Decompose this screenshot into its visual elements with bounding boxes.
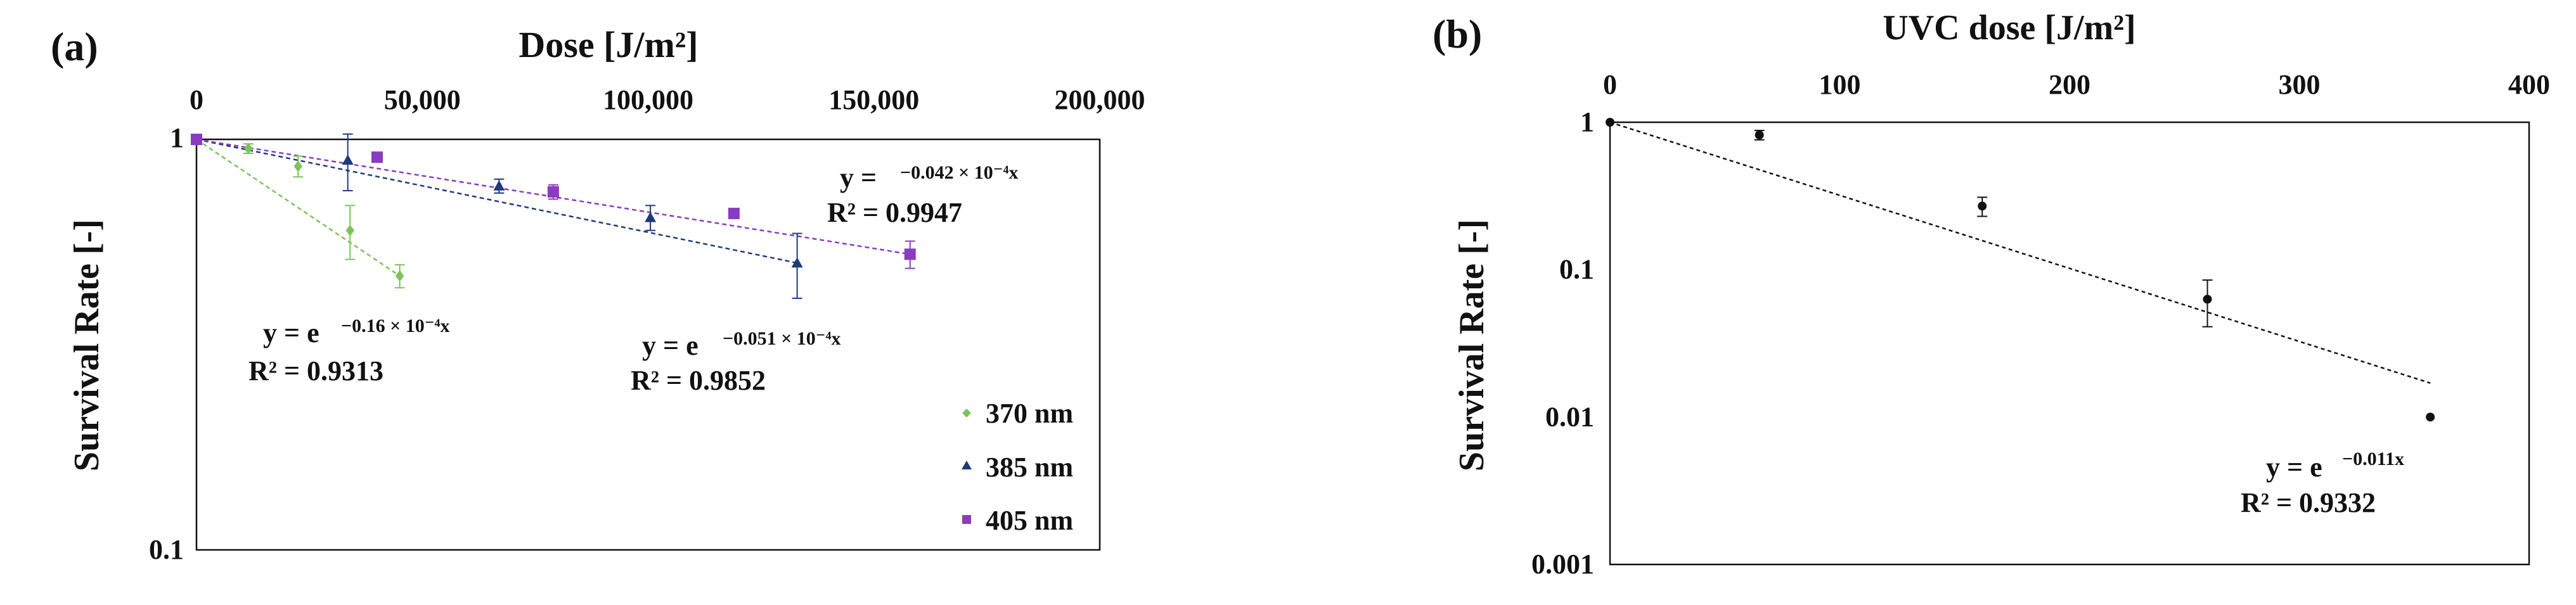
data-point-uvc-1 <box>1755 131 1764 140</box>
panel-b-xtick-label-300: 300 <box>2279 69 2321 100</box>
data-point-405nm-0 <box>191 134 202 145</box>
panel-a-y-axis-title: Survival Rate [-] <box>67 219 106 471</box>
annotation-385-r2: R² = 0.9852 <box>631 365 766 396</box>
annotation-405-r2: R² = 0.9947 <box>827 197 962 228</box>
panel-a-legend: 370 nm 385 nm 405 nm <box>962 398 1073 536</box>
legend-marker-405 <box>962 515 971 524</box>
panel-b-plot-area <box>1609 121 2530 566</box>
data-point-385nm-2 <box>493 180 505 191</box>
panel-a-xtick-label-150,000: 150,000 <box>828 84 919 115</box>
trendline-uvc <box>1609 121 2431 384</box>
legend-label-370: 370 nm <box>986 398 1073 429</box>
annotation-370-r2: R² = 0.9313 <box>248 355 383 386</box>
panel-a-xtick-label-100,000: 100,000 <box>603 84 693 115</box>
legend-item-370: 370 nm <box>962 398 1073 429</box>
panel-a-x-ticks: 0 50,000 100,000 150,000 200,000 <box>190 84 1145 115</box>
annotation-385-exponent: −0.051 × 10⁻⁴x <box>723 328 841 349</box>
panel-b-xtick-label-100: 100 <box>1819 69 1861 100</box>
data-point-uvc-4 <box>2426 412 2435 422</box>
panel-a: (a) Dose [J/m²] Survival Rate [-] 1 0.1 … <box>51 24 1145 565</box>
panel-b-xtick-label-400: 400 <box>2508 69 2550 100</box>
data-point-370nm-1 <box>244 143 253 155</box>
panel-b-label: (b) <box>1433 11 1482 56</box>
panel-a-x-axis-title: Dose [J/m²] <box>518 24 698 65</box>
trendline-385nm <box>196 138 797 264</box>
data-point-385nm-3 <box>645 212 657 222</box>
panel-b-data-points <box>1606 118 2435 422</box>
annotation-385-equation: y = e <box>642 330 699 361</box>
legend-label-385: 385 nm <box>986 452 1073 483</box>
panel-a-xtick-label-50,000: 50,000 <box>384 84 461 115</box>
panel-b-x-axis-title: UVC dose [J/m²] <box>1883 8 2135 48</box>
panel-a-annotation-405: y = −0.042 × 10⁻⁴x R² = 0.9947 <box>827 162 1019 228</box>
data-point-405nm-1 <box>371 151 383 163</box>
data-point-370nm-3 <box>345 224 354 236</box>
legend-item-405: 405 nm <box>962 505 1073 536</box>
panel-a-ytick-label-0.1: 0.1 <box>149 534 184 565</box>
annotation-b-exponent: −0.011x <box>2342 449 2404 469</box>
legend-item-385: 385 nm <box>962 452 1073 483</box>
panel-a-xtick-label-200,000: 200,000 <box>1055 84 1145 115</box>
panel-b-ytick-label-0.01: 0.01 <box>1545 401 1594 432</box>
data-point-370nm-4 <box>395 270 404 282</box>
panel-b-ytick-label-0.001: 0.001 <box>1531 549 1594 580</box>
panel-a-annotation-370: y = e −0.16 × 10⁻⁴x R² = 0.9313 <box>248 315 450 386</box>
panel-b-xtick-label-200: 200 <box>2049 69 2090 100</box>
annotation-370-equation: y = e <box>263 317 319 348</box>
data-point-385nm-4 <box>791 257 803 268</box>
legend-marker-370 <box>962 409 971 417</box>
trendline-370nm <box>196 138 401 277</box>
panel-a-plot-area <box>195 138 1101 551</box>
panel-b-annotation: y = e −0.011x R² = 0.9332 <box>2241 449 2404 518</box>
panel-b-ytick-label-1: 1 <box>1580 106 1594 137</box>
annotation-b-r2: R² = 0.9332 <box>2241 487 2376 518</box>
panel-b: (b) UVC dose [J/m²] Survival Rate [-] 10… <box>1433 8 2550 580</box>
data-point-385nm-1 <box>342 154 354 165</box>
data-point-370nm-2 <box>293 160 303 172</box>
panel-b-x-ticks: 0 100 200 300 400 <box>1603 69 2550 100</box>
data-point-uvc-0 <box>1606 118 1614 127</box>
annotation-370-exponent: −0.16 × 10⁻⁴x <box>341 315 450 336</box>
annotation-b-equation: y = e <box>2266 452 2322 483</box>
data-point-405nm-2 <box>547 186 559 198</box>
panel-b-y-axis-title: Survival Rate [-] <box>1452 219 1491 471</box>
panel-b-trendline <box>1609 121 2431 384</box>
panel-a-data-points <box>191 133 916 299</box>
panel-a-ytick-label-1: 1 <box>170 122 184 153</box>
legend-marker-385 <box>962 461 972 469</box>
panel-a-xtick-label-0: 0 <box>190 84 203 115</box>
annotation-405-exponent: −0.042 × 10⁻⁴x <box>900 162 1019 183</box>
panel-b-y-ticks: 1 0.1 0.01 0.001 <box>1531 106 1594 580</box>
panel-a-trendlines <box>196 138 910 277</box>
data-point-uvc-2 <box>1978 201 1987 211</box>
panel-a-label: (a) <box>51 24 98 69</box>
data-point-405nm-4 <box>904 248 916 260</box>
panel-b-xtick-label-0: 0 <box>1603 69 1617 100</box>
data-point-405nm-3 <box>728 207 740 219</box>
panel-b-ytick-label-0.1: 0.1 <box>1559 254 1594 285</box>
annotation-405-equation: y = <box>840 162 877 193</box>
legend-label-405: 405 nm <box>986 505 1073 536</box>
panel-a-annotation-385: y = e −0.051 × 10⁻⁴x R² = 0.9852 <box>631 328 841 396</box>
data-point-uvc-3 <box>2203 295 2212 304</box>
